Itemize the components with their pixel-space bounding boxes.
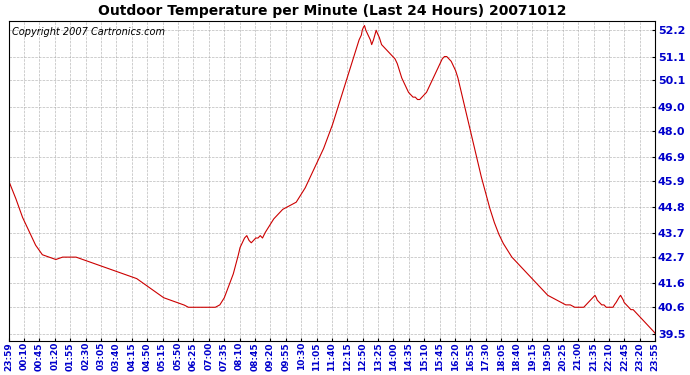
- Title: Outdoor Temperature per Minute (Last 24 Hours) 20071012: Outdoor Temperature per Minute (Last 24 …: [98, 4, 566, 18]
- Text: Copyright 2007 Cartronics.com: Copyright 2007 Cartronics.com: [12, 27, 165, 37]
